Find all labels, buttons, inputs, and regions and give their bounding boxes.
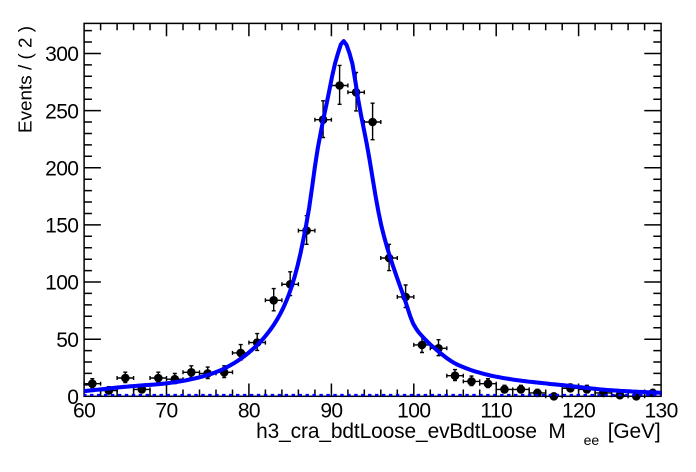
svg-text:70: 70 [155, 400, 177, 423]
svg-text:150: 150 [45, 215, 78, 238]
svg-text:110: 110 [480, 400, 512, 423]
svg-text:120: 120 [562, 400, 595, 423]
svg-text:0: 0 [67, 386, 78, 409]
svg-text:90: 90 [320, 400, 342, 423]
svg-text:60: 60 [73, 400, 95, 423]
svg-text:300: 300 [45, 43, 78, 66]
svg-text:200: 200 [45, 157, 78, 180]
svg-text:100: 100 [397, 400, 430, 423]
svg-text:250: 250 [45, 100, 78, 123]
svg-text:h3_cra_bdtLoose_evBdtLoose M: h3_cra_bdtLoose_evBdtLoose M [256, 420, 566, 443]
svg-text:[GeV]: [GeV] [608, 420, 661, 443]
svg-text:50: 50 [56, 329, 78, 352]
svg-text:ee: ee [584, 432, 600, 448]
svg-text:100: 100 [45, 272, 78, 295]
svg-text:Events / ( 2 ): Events / ( 2 ) [15, 26, 36, 133]
svg-text:130: 130 [644, 400, 677, 423]
svg-text:80: 80 [238, 400, 260, 423]
